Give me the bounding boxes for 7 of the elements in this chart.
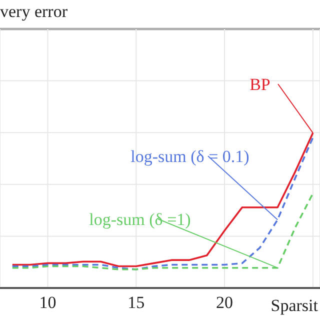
text: BP: [250, 75, 270, 94]
text: log-sum (δ =1): [89, 210, 191, 229]
chart-title: very error: [0, 2, 68, 22]
x-axis-title: Sparsit: [270, 296, 318, 316]
x-tick-label: 10: [39, 293, 56, 312]
x-tick-label: 15: [128, 293, 145, 312]
x-tick-label: 20: [216, 293, 234, 312]
